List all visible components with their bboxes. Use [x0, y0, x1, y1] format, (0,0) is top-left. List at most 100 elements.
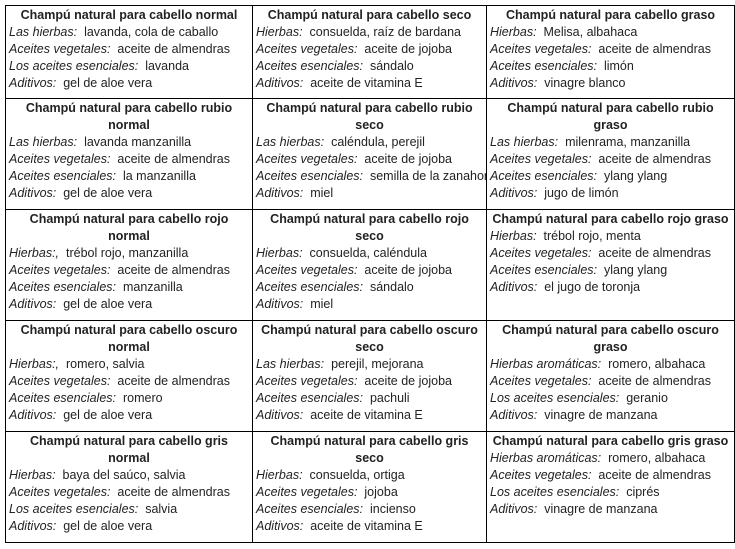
ingredient-label: Aceites vegetales:	[256, 374, 358, 388]
ingredient-line: Aceites vegetales: aceite de almendras	[490, 373, 734, 390]
ingredient-label: Aceites esenciales:	[9, 280, 117, 294]
ingredient-line: Aceites vegetales: aceite de almendras	[9, 484, 252, 501]
ingredient-value: milenrama, manzanilla	[565, 135, 691, 149]
ingredient-line: Aceites vegetales: aceite de almendras	[9, 41, 252, 58]
recipe-cell: Champú natural para cabello rubio seco La…	[252, 98, 487, 210]
ingredient-line: Aceites esenciales: la manzanilla	[9, 168, 252, 185]
recipe-title: Champú natural para cabello rojo graso	[492, 212, 729, 226]
ingredient-label: Aditivos:	[9, 408, 57, 422]
ingredient-value: aceite de vitamina E	[310, 76, 423, 90]
ingredient-line: Aditivos: jugo de limón	[490, 185, 734, 202]
ingredient-label: Hierbas:	[9, 468, 56, 482]
ingredient-value: lavanda	[145, 59, 189, 73]
recipe-cell: Champú natural para cabello seco Hierbas:…	[252, 5, 487, 99]
ingredient-label: Aditivos:	[9, 76, 57, 90]
ingredient-line: Aditivos: gel de aloe vera	[9, 296, 252, 313]
recipe-cell: Champú natural para cabello rubio graso L…	[486, 98, 735, 210]
ingredient-value: aceite de almendras	[598, 42, 711, 56]
ingredient-value: salvia	[145, 502, 178, 516]
ingredient-label: Aceites vegetales:	[256, 42, 358, 56]
recipe-cell: Champú natural para cabello oscuro norma…	[5, 320, 253, 432]
ingredient-label: Aceites vegetales:	[490, 42, 592, 56]
ingredient-line: Las hierbas: lavanda, cola de caballo	[9, 24, 252, 41]
recipe-cell: Champú natural para cabello rojo normal H…	[5, 209, 253, 321]
recipe-cell: Champú natural para cabello rubio normal…	[5, 98, 253, 210]
ingredient-value: aceite de jojoba	[364, 263, 452, 277]
ingredient-value: trébol rojo, menta	[543, 229, 641, 243]
recipe-title: Champú natural para cabello oscuro graso	[502, 323, 719, 354]
ingredient-label: Aditivos:	[256, 76, 304, 90]
recipe-title: Champú natural para cabello oscuro seco	[261, 323, 478, 354]
ingredient-line: Aditivos: gel de aloe vera	[9, 185, 252, 202]
ingredient-value: sándalo	[369, 59, 414, 73]
recipe-title: Champú natural para cabello normal	[20, 8, 238, 22]
ingredient-value: aceite de almendras	[598, 152, 711, 166]
table-row: Champú natural para cabello rubio normal…	[5, 98, 735, 210]
table-row: Champú natural para cabello normal Las hi…	[5, 5, 735, 99]
ingredient-value: aceite de jojoba	[364, 152, 452, 166]
recipe-cell: Champú natural para cabello normal Las hi…	[5, 5, 253, 99]
ingredient-label: Las hierbas:	[9, 135, 78, 149]
ingredient-label: Los aceites esenciales:	[490, 391, 620, 405]
ingredient-value: aceite de almendras	[117, 263, 230, 277]
ingredient-label: Hierbas:	[256, 25, 303, 39]
ingredient-label: Aceites vegetales:	[490, 468, 592, 482]
ingredient-value: incienso	[369, 502, 416, 516]
ingredient-value: vinagre de manzana	[544, 408, 658, 422]
ingredient-label: Aditivos:	[490, 408, 538, 422]
ingredient-value: ylang ylang	[603, 263, 668, 277]
ingredient-label: Aceites vegetales:	[256, 263, 358, 277]
ingredient-label: Hierbas:	[490, 229, 537, 243]
ingredient-value: la manzanilla	[122, 169, 196, 183]
ingredient-label: Aceites esenciales:	[490, 59, 598, 73]
ingredient-value: geranio	[626, 391, 668, 405]
ingredient-value: vinagre de manzana	[544, 502, 658, 516]
ingredient-label: Aceites vegetales:	[9, 152, 111, 166]
recipe-cell: Champú natural para cabello rojo seco Hie…	[252, 209, 487, 321]
table-row: Champú natural para cabello rojo normal H…	[5, 209, 735, 321]
ingredient-line: Aceites vegetales: aceite de jojoba	[256, 151, 486, 168]
ingredient-line: Los aceites esenciales: ciprés	[490, 484, 734, 501]
ingredient-label: Las hierbas:	[256, 135, 325, 149]
ingredient-value: aceite de jojoba	[364, 42, 452, 56]
ingredient-line: Hierbas: trébol rojo, menta	[490, 228, 734, 245]
ingredient-label: Aditivos:	[9, 297, 57, 311]
ingredient-line: Aditivos: vinagre blanco	[490, 75, 734, 92]
ingredient-line: Aceites vegetales: aceite de almendras	[9, 151, 252, 168]
ingredient-value: caléndula, perejil	[331, 135, 425, 149]
ingredient-line: Hierbas: consuelda, ortiga	[256, 467, 486, 484]
ingredient-line: Aceites esenciales: manzanilla	[9, 279, 252, 296]
recipe-cell: Champú natural para cabello oscuro seco L…	[252, 320, 487, 432]
ingredient-value: manzanilla	[122, 280, 183, 294]
recipe-cell: Champú natural para cabello graso Hierbas…	[486, 5, 735, 99]
ingredient-label: Las hierbas:	[256, 357, 325, 371]
ingredient-line: Las hierbas: milenrama, manzanilla	[490, 134, 734, 151]
ingredient-label: Hierbas aromáticas:	[490, 357, 602, 371]
ingredient-line: Aditivos: el jugo de toronja	[490, 279, 734, 296]
ingredient-label: Aceites esenciales:	[9, 169, 117, 183]
ingredient-value: perejil, mejorana	[331, 357, 424, 371]
recipe-title: Champú natural para cabello seco	[267, 8, 472, 22]
recipe-title: Champú natural para cabello rojo normal	[29, 212, 229, 243]
ingredient-value: ciprés	[626, 485, 660, 499]
ingredient-line: Los aceites esenciales: geranio	[490, 390, 734, 407]
ingredient-label: Aceites vegetales:	[256, 152, 358, 166]
ingredient-label: Aditivos:	[490, 76, 538, 90]
ingredient-label: Aceites vegetales:	[9, 485, 111, 499]
ingredient-line: Aditivos: vinagre de manzana	[490, 501, 734, 518]
ingredient-line: Aceites vegetales: aceite de almendras	[490, 467, 734, 484]
ingredient-line: Las hierbas: caléndula, perejil	[256, 134, 486, 151]
ingredient-line: Aceites vegetales: aceite de almendras	[9, 373, 252, 390]
ingredient-line: Hierbas aromáticas: romero, albahaca	[490, 356, 734, 373]
recipe-title: Champú natural para cabello rubio seco	[266, 101, 473, 132]
shampoo-recipes-table: Champú natural para cabello normal Las hi…	[5, 5, 735, 543]
ingredient-label: Aditivos:	[256, 519, 304, 533]
ingredient-value: aceite de almendras	[117, 42, 230, 56]
ingredient-label: Las hierbas:	[490, 135, 559, 149]
ingredient-value: romero, salvia	[65, 357, 145, 371]
ingredient-label: Hierbas:	[256, 468, 303, 482]
ingredient-label: Aditivos:	[256, 186, 304, 200]
ingredient-line: Hierbas:, romero, salvia	[9, 356, 252, 373]
ingredient-value: consuelda, caléndula	[309, 246, 427, 260]
ingredient-line: Aditivos: vinagre de manzana	[490, 407, 734, 424]
